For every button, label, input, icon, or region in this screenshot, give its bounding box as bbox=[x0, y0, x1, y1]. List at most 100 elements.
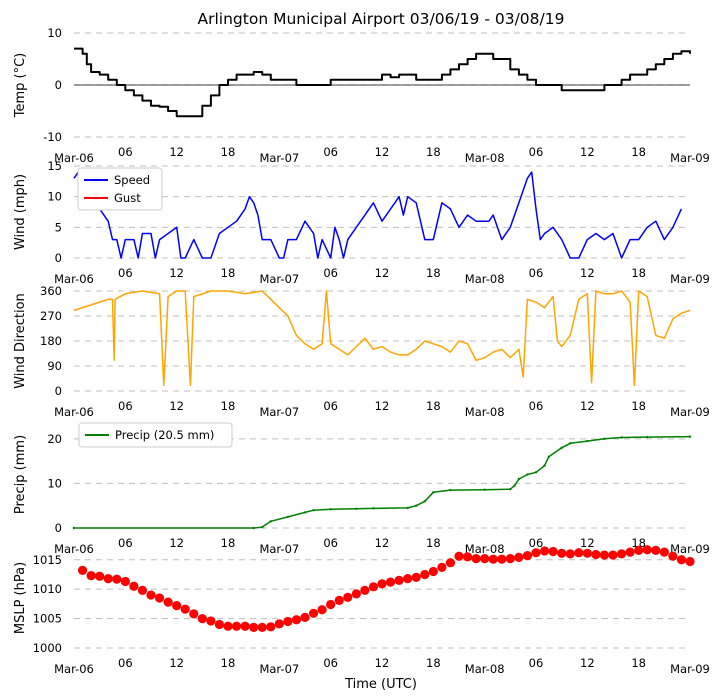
dir-x-tick-label: 18 bbox=[426, 399, 441, 413]
mslp-point bbox=[206, 616, 216, 626]
precip-point bbox=[423, 500, 426, 503]
temp-x-tick-label: 06 bbox=[529, 145, 544, 159]
mslp-point bbox=[403, 573, 413, 584]
mslp-point bbox=[488, 554, 498, 564]
precip-point bbox=[526, 473, 529, 476]
mslp-x-tick-label: 06 bbox=[323, 656, 338, 670]
mslp-point bbox=[625, 547, 635, 557]
precip-point bbox=[569, 442, 572, 445]
dir-x-tick-label: 06 bbox=[118, 399, 133, 413]
dir-series-line bbox=[73, 290, 691, 387]
precip-x-tick-label: Mar-08 bbox=[465, 542, 505, 556]
mslp-y-tick-label: 1005 bbox=[33, 612, 62, 626]
mslp-x-tick-label: Mar-07 bbox=[259, 662, 299, 676]
wind-legend-label: Speed bbox=[114, 173, 150, 187]
mslp-point bbox=[343, 592, 353, 603]
precip-point bbox=[406, 506, 409, 510]
precip-y-tick-label: 0 bbox=[55, 521, 62, 535]
temp-x-tick-label: 06 bbox=[323, 145, 338, 159]
wind-x-tick-label: Mar-07 bbox=[259, 272, 299, 286]
mslp-point bbox=[326, 599, 336, 610]
precip-x-tick-label: Mar-06 bbox=[54, 542, 94, 556]
precip-point bbox=[303, 511, 307, 514]
mslp-x-tick-label: 12 bbox=[169, 656, 184, 670]
precip-y-axis-label: Precip (mm) bbox=[13, 435, 28, 514]
mslp-point bbox=[557, 548, 567, 558]
precip-point bbox=[543, 464, 546, 467]
mslp-point bbox=[146, 590, 156, 600]
wind-x-tick-label: 06 bbox=[323, 266, 338, 280]
precip-x-tick-label: 06 bbox=[323, 536, 338, 550]
mslp-point bbox=[95, 571, 105, 581]
mslp-point bbox=[420, 569, 430, 580]
mslp-point bbox=[231, 621, 242, 631]
wind-legend-box bbox=[77, 167, 163, 211]
dir-x-tick-label: Mar-07 bbox=[259, 405, 299, 419]
mslp-point bbox=[291, 615, 302, 625]
mslp-x-tick-label: Mar-09 bbox=[670, 662, 710, 676]
dir-x-tick-label: 12 bbox=[375, 399, 390, 413]
dir-y-tick-label: 180 bbox=[40, 334, 62, 348]
mslp-point bbox=[103, 573, 113, 584]
precip-series-line bbox=[74, 435, 691, 529]
mslp-point bbox=[522, 551, 533, 561]
mslp-point bbox=[471, 553, 481, 564]
mslp-point bbox=[428, 566, 438, 577]
mslp-point bbox=[112, 574, 122, 584]
dir-x-tick-label: Mar-06 bbox=[54, 405, 94, 419]
precip-point bbox=[513, 484, 516, 487]
mslp-point bbox=[334, 595, 344, 605]
precip-point bbox=[252, 526, 255, 530]
mslp-point bbox=[163, 597, 173, 607]
wind-y-tick-label: 10 bbox=[47, 190, 62, 204]
dir-x-tick-label: Mar-09 bbox=[670, 405, 710, 419]
precip-x-tick-label: 12 bbox=[580, 536, 595, 550]
wind-x-tick-label: 06 bbox=[529, 266, 544, 280]
wind-y-tick-label: 15 bbox=[47, 159, 62, 173]
precip-point bbox=[312, 508, 315, 512]
mslp-point bbox=[634, 545, 644, 555]
mslp-point bbox=[497, 554, 507, 564]
mslp-point bbox=[574, 548, 584, 558]
mslp-point bbox=[274, 619, 284, 629]
mslp-point bbox=[129, 581, 139, 591]
wind-y-axis-label: Wind (mph) bbox=[13, 174, 28, 250]
precip-x-tick-label: 18 bbox=[426, 536, 441, 550]
precip-x-tick-label: Mar-09 bbox=[670, 542, 710, 556]
precip-point bbox=[261, 525, 264, 529]
temp-y-axis-label: Temp (°C) bbox=[13, 53, 28, 119]
wind-x-tick-label: Mar-09 bbox=[670, 272, 710, 286]
mslp-point bbox=[685, 556, 695, 567]
wind-x-tick-label: 12 bbox=[580, 266, 595, 280]
mslp-point bbox=[668, 551, 678, 561]
temp-x-tick-label: Mar-06 bbox=[54, 151, 94, 165]
precip-legend-box bbox=[78, 422, 233, 448]
mslp-point bbox=[462, 552, 473, 562]
mslp-point bbox=[368, 582, 379, 592]
wind-y-tick-label: 0 bbox=[55, 251, 62, 265]
dir-x-tick-label: 12 bbox=[580, 399, 595, 413]
dir-x-tick-label: 06 bbox=[323, 399, 338, 413]
mslp-point bbox=[616, 549, 627, 559]
temp-x-tick-label: 18 bbox=[631, 145, 646, 159]
wind-panel: 0 5 10 15 Mar-06 06 12 18 Mar-07 06 12 18 Mar-08 06 12… bbox=[13, 159, 710, 286]
temp-y-tick-label: 0 bbox=[55, 78, 62, 92]
dir-y-tick-label: 90 bbox=[47, 359, 62, 373]
mslp-x-tick-label: 12 bbox=[580, 656, 595, 670]
wind-legend-label: Gust bbox=[114, 191, 141, 205]
dir-x-tick-label: 18 bbox=[221, 399, 236, 413]
precip-point bbox=[372, 507, 375, 510]
mslp-point bbox=[445, 558, 456, 568]
mslp-x-tick-label: 18 bbox=[631, 656, 646, 670]
wind-series-line bbox=[73, 171, 683, 259]
mslp-x-tick-label: 18 bbox=[426, 656, 441, 670]
mslp-point bbox=[249, 622, 259, 633]
mslp-point bbox=[266, 622, 276, 632]
mslp-point bbox=[180, 604, 190, 614]
precip-x-tick-label: 12 bbox=[169, 536, 184, 550]
dir-x-tick-label: Mar-08 bbox=[465, 405, 505, 419]
mslp-x-tick-label: Mar-06 bbox=[54, 662, 94, 676]
temp-x-tick-label: Mar-08 bbox=[465, 151, 505, 165]
wind-x-tick-label: 18 bbox=[631, 266, 646, 280]
temp-x-tick-label: 06 bbox=[118, 145, 133, 159]
